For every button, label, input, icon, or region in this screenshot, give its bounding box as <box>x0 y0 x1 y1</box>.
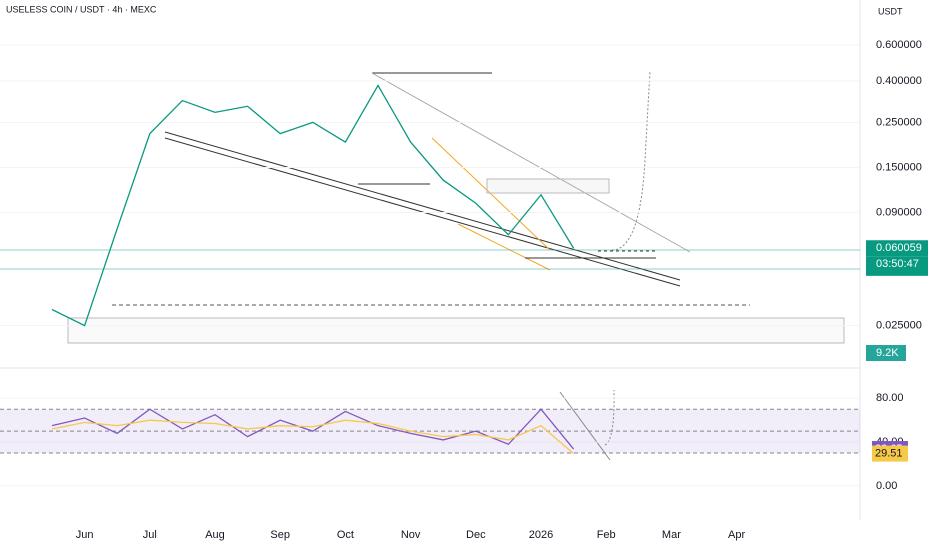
currency: USDT <box>878 6 903 16</box>
y-tick-label: 0.400000 <box>876 75 922 87</box>
y-tick-label: 80.00 <box>876 392 904 404</box>
series-line <box>51 419 575 455</box>
countdown-box <box>866 256 928 273</box>
volume-label: 9.2K <box>876 347 899 359</box>
countdown: 03:50:47 <box>876 258 919 270</box>
x-tick-label: 2026 <box>529 529 553 541</box>
series-line <box>51 408 575 450</box>
symbol-title: USELESS COIN / USDT · 4h · MEXC <box>6 4 157 14</box>
x-tick-label: Jun <box>76 529 94 541</box>
x-tick-label: Jul <box>143 529 157 541</box>
x-tick-label: Dec <box>466 529 486 541</box>
drawings <box>0 71 860 461</box>
x-tick-label: Nov <box>401 529 421 541</box>
y-tick-label: 0.025000 <box>876 320 922 332</box>
y-tick-label: 0.150000 <box>876 161 922 173</box>
volume-label-box <box>866 345 906 361</box>
x-tick-label: Sep <box>270 529 290 541</box>
x-tick-label: Oct <box>337 529 354 541</box>
series-line <box>51 84 575 327</box>
y-tick-label: 0.00 <box>876 480 897 492</box>
price-label: 0.060059 <box>876 242 922 254</box>
y-tick-label: 0.090000 <box>876 206 922 218</box>
x-tick-label: Mar <box>662 529 681 541</box>
x-tick-label: Apr <box>728 529 745 541</box>
y-tick-label: 0.600000 <box>876 39 922 51</box>
x-tick-label: Feb <box>597 529 616 541</box>
band-fill <box>0 409 860 454</box>
x-tick-label: Aug <box>205 529 225 541</box>
price-label-box <box>866 240 928 257</box>
y-tick-label: 0.250000 <box>876 116 922 128</box>
value-label: 29.51 <box>875 447 903 459</box>
value-label-box <box>872 445 908 462</box>
